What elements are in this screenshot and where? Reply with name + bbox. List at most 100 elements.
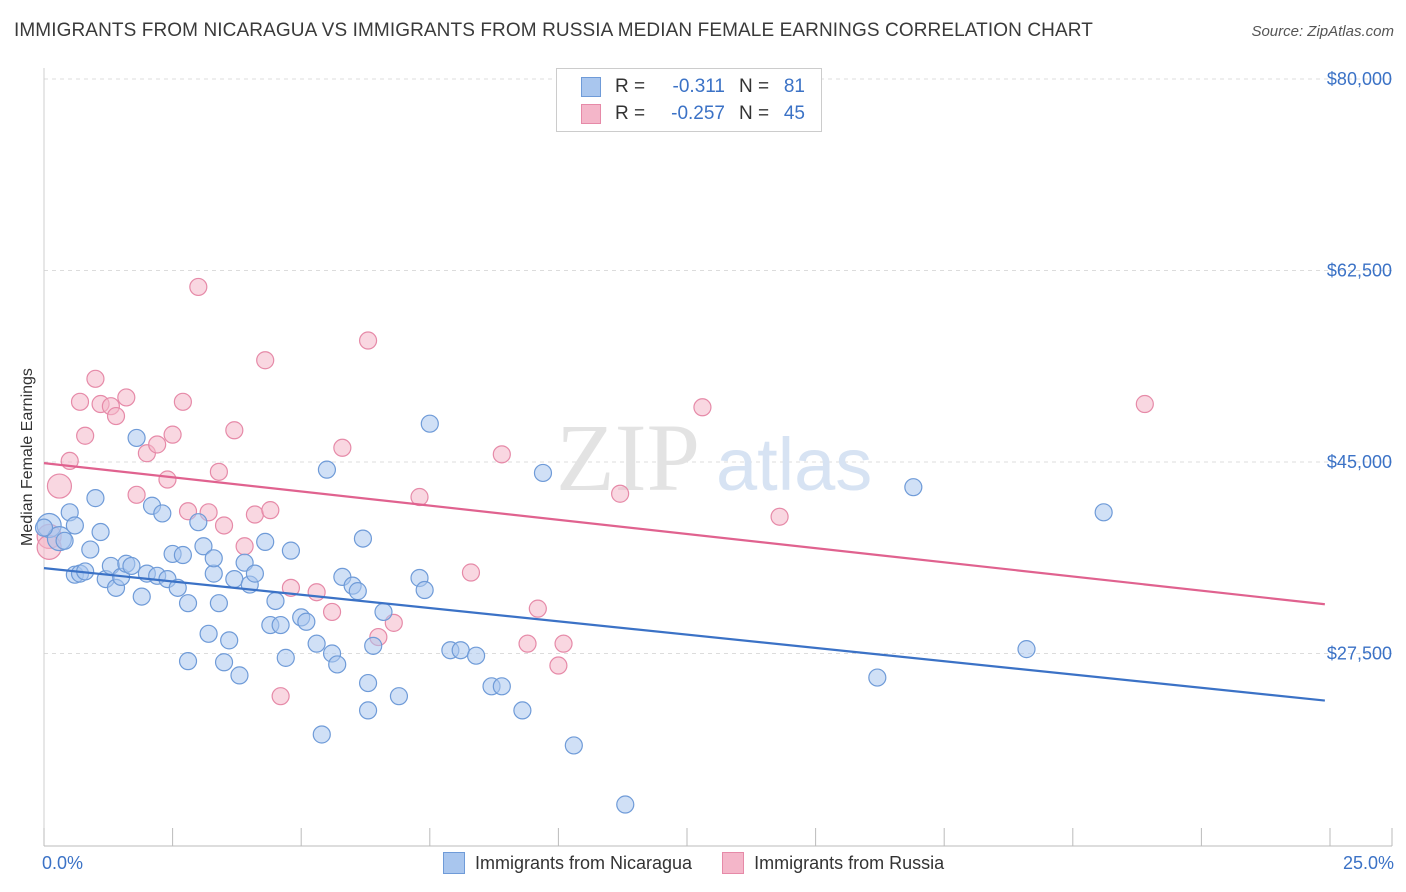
legend-item-russia[interactable]: Immigrants from Russia [722,852,944,874]
point-nicaragua[interactable] [65,516,84,535]
point-nicaragua[interactable] [564,736,583,755]
point-nicaragua[interactable] [451,641,470,660]
point-nicaragua[interactable] [194,537,213,556]
point-nicaragua[interactable] [225,569,244,589]
point-russia[interactable] [214,516,234,535]
x-tick-label-min: 0.0% [42,853,84,873]
point-nicaragua[interactable] [271,615,290,635]
point-nicaragua[interactable] [415,580,434,600]
point-nicaragua[interactable] [178,652,198,671]
point-nicaragua[interactable] [1017,640,1036,659]
point-nicaragua[interactable] [1094,503,1113,522]
point-nicaragua[interactable] [420,414,439,433]
point-russia[interactable] [554,634,573,653]
point-russia[interactable] [76,426,95,445]
point-russia[interactable] [358,331,378,350]
point-nicaragua[interactable] [353,529,373,548]
point-nicaragua[interactable] [86,489,105,508]
point-nicaragua[interactable] [127,428,146,448]
point-russia[interactable] [1135,394,1154,414]
point-russia[interactable] [333,438,352,457]
watermark-atlas: atlas [716,423,872,506]
series-nicaragua-points [34,414,1113,814]
point-nicaragua[interactable] [209,594,228,613]
point-russia[interactable] [106,406,126,426]
point-nicaragua[interactable] [189,513,208,532]
point-russia[interactable] [461,563,481,582]
point-russia[interactable] [528,599,547,618]
point-nicaragua[interactable] [204,564,223,583]
point-nicaragua[interactable] [297,612,316,631]
point-nicaragua[interactable] [256,532,275,551]
point-russia[interactable] [173,392,192,411]
point-nicaragua[interactable] [34,518,54,537]
point-russia[interactable] [281,578,301,597]
legend-n-value: 45 [783,103,805,124]
point-nicaragua[interactable] [153,504,172,523]
point-russia[interactable] [46,473,73,499]
point-nicaragua[interactable] [281,541,301,560]
point-russia[interactable] [271,687,290,706]
point-russia[interactable] [307,583,326,602]
legend-item-nicaragua[interactable]: Immigrants from Nicaragua [443,852,692,874]
point-nicaragua[interactable] [55,531,74,550]
point-russia[interactable] [117,388,136,407]
point-nicaragua[interactable] [199,624,218,643]
y-tick-label: $80,000 [1327,69,1392,89]
point-nicaragua[interactable] [214,653,234,672]
point-russia[interactable] [245,505,265,524]
point-nicaragua[interactable] [173,545,192,565]
point-russia[interactable] [261,501,280,520]
point-nicaragua[interactable] [245,564,265,583]
point-russia[interactable] [189,277,208,297]
point-nicaragua[interactable] [389,687,409,706]
point-russia[interactable] [693,398,712,417]
point-russia[interactable] [322,602,342,622]
point-nicaragua[interactable] [122,556,141,576]
point-russia[interactable] [235,537,254,556]
point-nicaragua[interactable] [358,701,378,720]
point-russia[interactable] [492,445,511,464]
point-russia[interactable] [518,634,537,653]
point-nicaragua[interactable] [266,591,285,611]
trendline-nicaragua [43,567,1325,702]
point-russia[interactable] [127,485,146,504]
point-nicaragua[interactable] [230,666,249,685]
point-russia[interactable] [158,470,177,489]
point-nicaragua[interactable] [533,463,553,483]
point-russia[interactable] [70,392,90,411]
point-nicaragua[interactable] [81,540,100,559]
legend-r-value: -0.257 [671,103,725,124]
point-nicaragua[interactable] [466,646,486,665]
point-nicaragua[interactable] [317,460,337,479]
point-nicaragua[interactable] [132,587,151,606]
point-russia[interactable] [209,462,228,481]
point-nicaragua[interactable] [312,725,331,744]
point-nicaragua[interactable] [91,522,110,542]
point-nicaragua[interactable] [276,648,295,667]
point-nicaragua[interactable] [868,668,887,687]
point-russia[interactable] [256,351,275,370]
point-nicaragua[interactable] [178,594,198,613]
point-nicaragua[interactable] [904,478,923,497]
point-nicaragua[interactable] [358,673,378,693]
point-nicaragua[interactable] [513,701,532,720]
point-nicaragua[interactable] [348,582,367,601]
point-russia[interactable] [148,435,167,454]
point-nicaragua[interactable] [220,631,239,650]
point-russia[interactable] [770,507,789,526]
point-nicaragua[interactable] [492,677,511,696]
point-russia[interactable] [86,369,105,388]
point-nicaragua[interactable] [168,578,187,597]
point-nicaragua[interactable] [307,634,326,653]
point-nicaragua[interactable] [374,602,393,622]
legend-n-label: N = [739,76,770,97]
point-nicaragua[interactable] [204,549,223,568]
point-russia[interactable] [611,484,630,503]
point-nicaragua[interactable] [616,795,635,814]
point-russia[interactable] [549,656,568,675]
point-nicaragua[interactable] [364,636,383,655]
point-nicaragua[interactable] [328,655,347,674]
point-russia[interactable] [225,421,244,440]
point-russia[interactable] [163,425,182,444]
